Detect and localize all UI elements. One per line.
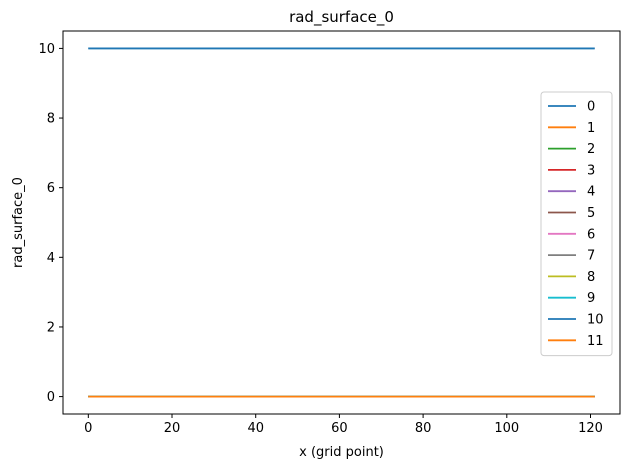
chart-title: rad_surface_0 — [289, 8, 394, 27]
legend-label-4: 4 — [587, 185, 595, 200]
x-axis-ticks: 0 20 40 60 80 100 120 — [84, 414, 603, 436]
x-axis-label: x (grid point) — [299, 445, 384, 460]
y-axis-ticks: 0 2 4 6 8 10 — [38, 42, 63, 405]
y-tick-label: 8 — [47, 112, 55, 127]
x-tick-label: 100 — [494, 421, 519, 436]
legend-label-6: 6 — [587, 227, 595, 242]
y-tick-label: 6 — [47, 181, 55, 196]
series-layer — [88, 47, 595, 398]
plot-frame — [62, 30, 621, 415]
legend-label-0: 0 — [587, 100, 595, 115]
x-tick-label: 80 — [415, 421, 432, 436]
legend-label-11: 11 — [587, 334, 604, 349]
x-tick-label: 0 — [84, 421, 92, 436]
y-tick-label: 2 — [47, 320, 55, 335]
y-tick-label: 4 — [47, 251, 55, 266]
legend-box — [540, 91, 613, 357]
legend-label-1: 1 — [587, 121, 595, 136]
x-tick-label: 20 — [164, 421, 181, 436]
x-tick-label: 40 — [247, 421, 264, 436]
legend-label-7: 7 — [587, 249, 595, 264]
legend-label-5: 5 — [587, 206, 595, 221]
y-tick-label: 0 — [47, 390, 55, 405]
x-tick-label: 120 — [578, 421, 603, 436]
y-axis-label: rad_surface_0 — [11, 177, 26, 268]
x-tick-label: 60 — [331, 421, 348, 436]
legend-label-2: 2 — [587, 142, 595, 157]
legend-label-8: 8 — [587, 270, 595, 285]
legend-label-9: 9 — [587, 291, 595, 306]
legend-label-10: 10 — [587, 313, 604, 328]
y-tick-label: 10 — [38, 42, 55, 57]
legend-label-3: 3 — [587, 163, 595, 178]
legend: 0 1 2 3 4 5 6 7 8 9 10 11 — [540, 91, 613, 357]
